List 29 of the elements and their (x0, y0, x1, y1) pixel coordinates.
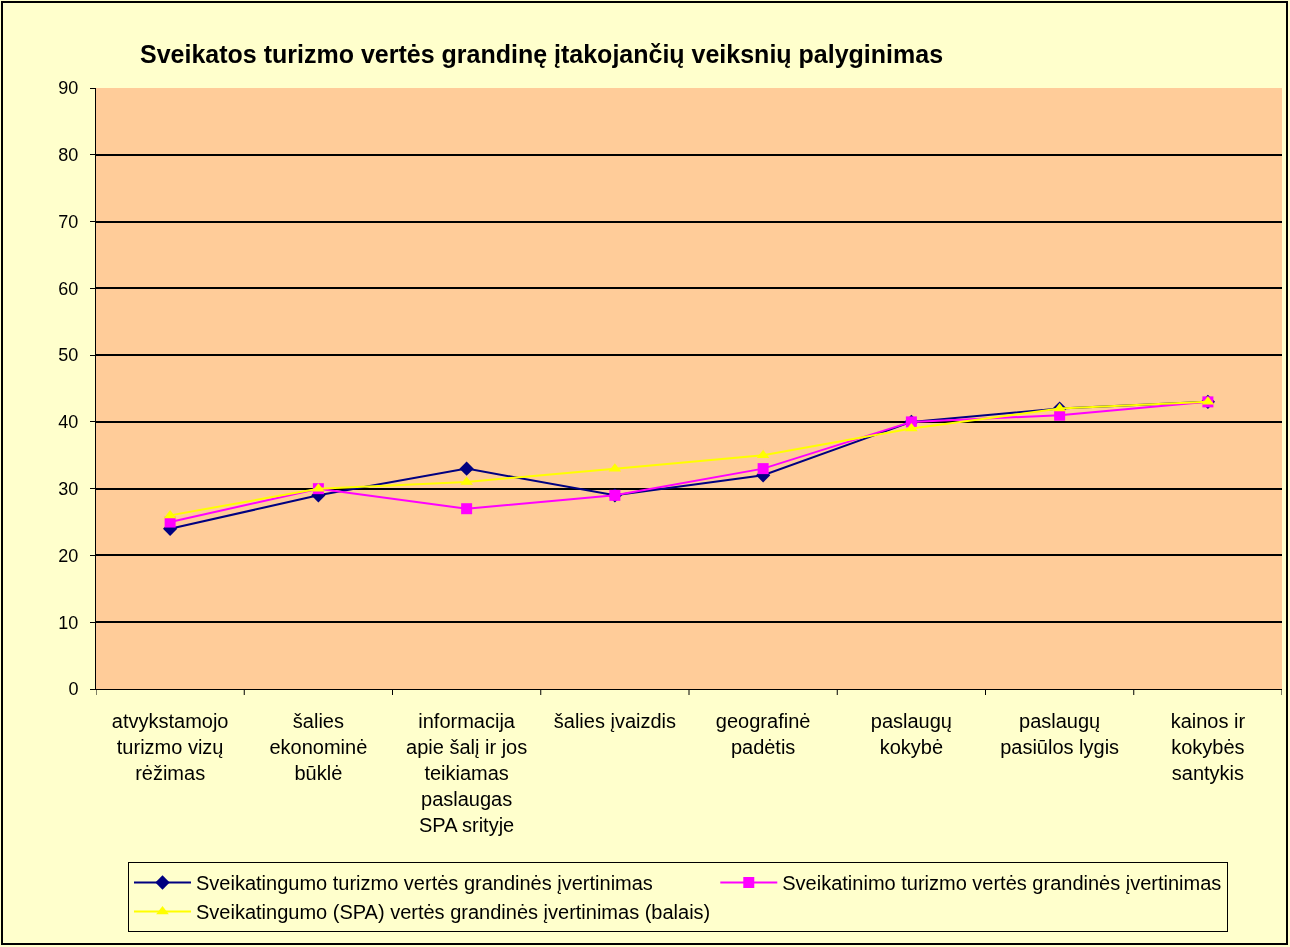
y-tick-label: 20 (58, 545, 79, 566)
legend-label: Sveikatinimo turizmo vertės grandinės įvertinimas (782, 872, 1222, 895)
x-tick-label: šalies ekonominė būklė (269, 710, 368, 784)
point (164, 516, 176, 528)
point (459, 461, 474, 476)
y-tick-label: 80 (58, 145, 79, 166)
y-tick-label: 10 (58, 612, 79, 633)
x-tick-label: paslaugų pasiūlos lygis (1000, 710, 1120, 758)
point (1054, 409, 1066, 421)
legend-label: Sveikatingumo turizmo vertės grandinės įvertinimas (196, 872, 653, 895)
x-tick-label: kainos ir kokybės santykis (1170, 710, 1246, 784)
point (757, 463, 769, 475)
y-tick-label: 70 (58, 211, 79, 232)
y-tick-label: 40 (58, 412, 79, 433)
y-tick-label: 50 (58, 345, 79, 366)
y-tick-label: 60 (58, 278, 79, 299)
point (461, 503, 473, 515)
point (756, 449, 770, 459)
y-tick-label: 0 (68, 679, 79, 700)
point (163, 509, 177, 519)
x-tick-label: informacija apie šalį ir jos teikiamas paslaugas SPA srityje (406, 710, 528, 836)
legend-label: Sveikatingumo (SPA) vertės grandinės įvertinimas (balais) (196, 901, 711, 924)
x-tick-label: šalies įvaizdis (553, 710, 677, 732)
x-tick-label: paslaugų kokybė (870, 710, 952, 758)
x-tick-label: geografinė padėtis (715, 710, 811, 758)
y-tick-label: 30 (58, 478, 79, 499)
chart-title: Sveikatos turizmo vertės grandinę įtakojančių veiksnių palyginimas (140, 39, 944, 68)
x-tick-label: atvykstamojo turizmo vizų rėžimas (111, 710, 229, 784)
y-tick-label: 90 (58, 78, 79, 99)
